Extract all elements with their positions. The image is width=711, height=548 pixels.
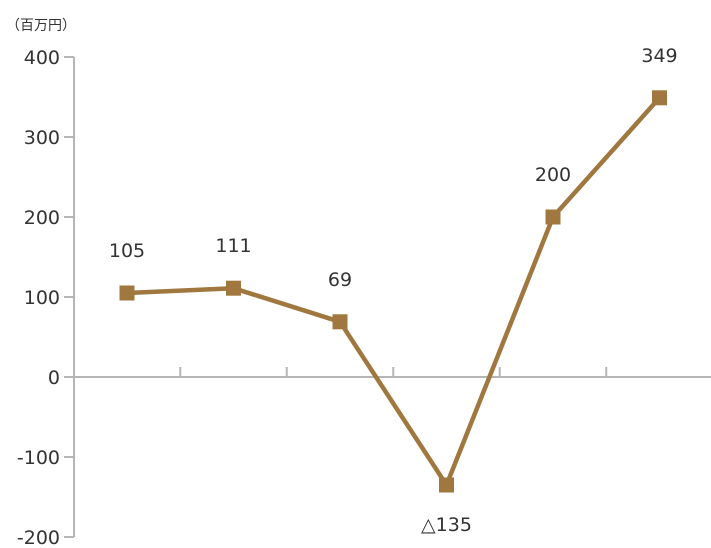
y-tick-label: -100: [17, 447, 60, 469]
series-line: [126, 96, 662, 488]
data-labels: 105 111 69 △135 200 349: [109, 45, 678, 536]
data-point-marker: [652, 90, 667, 106]
data-point-marker: [332, 314, 348, 330]
data-label: 200: [535, 164, 571, 186]
axes: 400 300 200 100 0 -100 -200: [17, 47, 711, 548]
data-label: 105: [109, 240, 145, 262]
y-tick-label: 100: [24, 287, 60, 309]
y-tick-label: 400: [24, 47, 60, 69]
data-label: △135: [421, 514, 472, 536]
data-label: 111: [215, 235, 251, 257]
data-point-marker: [119, 285, 135, 301]
unit-label: （百万円）: [6, 18, 76, 34]
y-tick-label: 300: [24, 127, 60, 149]
data-label: 69: [328, 269, 352, 291]
series-layer: [119, 90, 667, 493]
y-tick-label: 200: [24, 207, 60, 229]
data-point-marker: [439, 477, 454, 493]
data-point-marker: [545, 209, 561, 225]
data-label: 349: [641, 45, 677, 67]
y-tick-label: -200: [17, 527, 60, 548]
data-point-marker: [226, 280, 241, 296]
y-tick-label: 0: [48, 367, 60, 389]
